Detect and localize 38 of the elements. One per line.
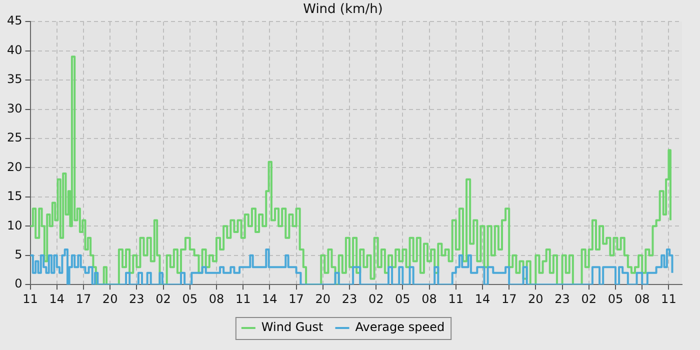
legend-label: Wind Gust bbox=[261, 320, 324, 334]
y-tick-label: 30 bbox=[6, 101, 22, 116]
x-tick-label: 08 bbox=[208, 292, 224, 306]
x-tick-label: 17 bbox=[76, 292, 92, 306]
y-tick-label: 25 bbox=[6, 130, 22, 145]
x-tick-label: 02 bbox=[156, 292, 171, 306]
y-tick-label: 10 bbox=[6, 218, 22, 232]
x-tick-label: 05 bbox=[182, 292, 198, 306]
x-tick-label: 11 bbox=[235, 292, 251, 306]
y-tick-label: 45 bbox=[6, 14, 22, 28]
y-tick-label: 40 bbox=[6, 42, 22, 57]
x-tick-label: 08 bbox=[634, 292, 650, 306]
y-tick-label: 35 bbox=[6, 72, 22, 86]
x-tick-label: 14 bbox=[262, 292, 278, 306]
x-tick-label: 02 bbox=[368, 292, 384, 306]
x-tick-label: 14 bbox=[474, 292, 490, 306]
y-tick-label: 5 bbox=[14, 248, 22, 262]
x-tick-label: 05 bbox=[608, 292, 624, 306]
x-tick-label: 11 bbox=[661, 292, 676, 306]
legend-label: Average speed bbox=[355, 320, 445, 334]
x-tick-label: 14 bbox=[49, 292, 65, 306]
x-tick-label: 20 bbox=[102, 292, 118, 306]
x-tick-label: 11 bbox=[22, 292, 38, 306]
x-tick-label: 23 bbox=[342, 292, 358, 306]
x-tick-label: 05 bbox=[395, 292, 410, 306]
x-tick-label: 20 bbox=[315, 292, 331, 306]
x-tick-label: 11 bbox=[448, 292, 464, 306]
x-tick-label: 17 bbox=[501, 292, 517, 306]
y-tick-label: 0 bbox=[14, 276, 22, 291]
x-tick-label: 20 bbox=[528, 292, 544, 306]
x-tick-label: 02 bbox=[581, 292, 597, 306]
x-tick-label: 08 bbox=[422, 292, 437, 306]
chart-title: Wind (km/h) bbox=[303, 2, 383, 18]
x-tick-label: 17 bbox=[288, 292, 304, 306]
y-tick-label: 20 bbox=[6, 160, 22, 174]
y-tick-label: 15 bbox=[6, 189, 22, 204]
x-tick-label: 23 bbox=[129, 292, 144, 306]
x-tick-label: 23 bbox=[554, 292, 570, 306]
